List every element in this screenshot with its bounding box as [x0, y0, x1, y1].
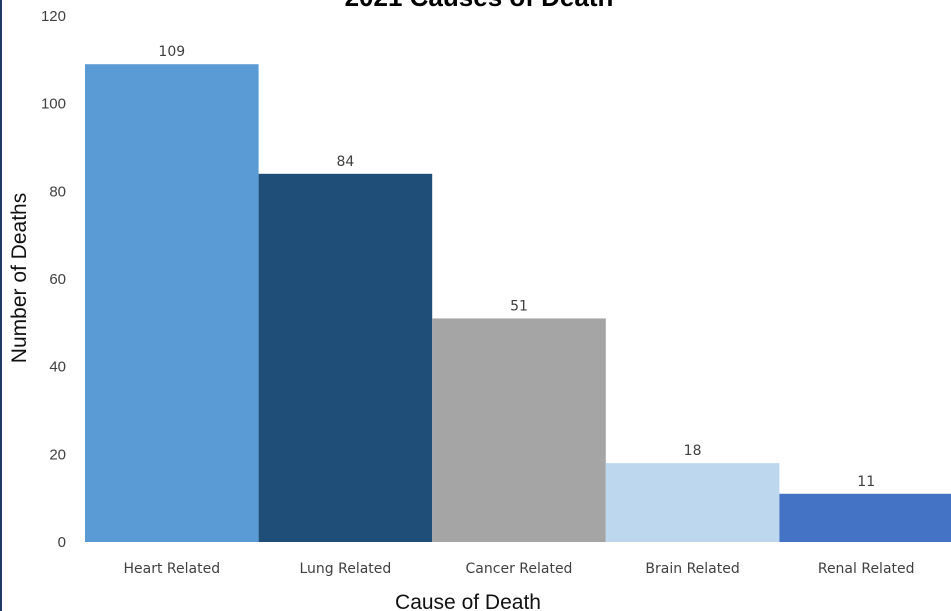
- bars: [85, 64, 951, 543]
- y-axis-title: Number of Deaths: [8, 193, 31, 363]
- x-tick-label: Renal Related: [818, 561, 915, 577]
- data-label: 18: [684, 443, 702, 459]
- y-tick-label: 40: [49, 359, 66, 376]
- y-tick-label: 100: [41, 96, 66, 113]
- bar: [432, 318, 606, 542]
- x-tick-label: Brain Related: [645, 561, 739, 577]
- chart-title: 2021 Causes of Death: [345, 0, 614, 12]
- x-tick-label: Heart Related: [124, 561, 221, 577]
- y-tick-label: 20: [49, 446, 66, 463]
- x-tick-label: Lung Related: [299, 561, 391, 577]
- data-label: 109: [158, 44, 185, 60]
- y-tick-label: 120: [41, 8, 66, 25]
- bar: [85, 64, 259, 542]
- y-tick-label: 80: [49, 183, 66, 200]
- y-tick-label: 0: [58, 534, 66, 551]
- data-label: 84: [336, 154, 354, 170]
- bar: [605, 463, 780, 542]
- x-axis-title: Cause of Death: [395, 591, 541, 611]
- y-axis-ticks: 0 20 40 60 80 100 120: [41, 8, 66, 551]
- bar: [779, 493, 951, 542]
- bar: [258, 173, 433, 543]
- x-axis-categories: Heart Related Lung Related Cancer Related B…: [124, 561, 915, 577]
- y-tick-label: 60: [49, 271, 66, 288]
- x-tick-label: Cancer Related: [466, 561, 573, 577]
- data-labels: 109 84 51 18 11: [158, 44, 875, 490]
- data-label: 11: [857, 474, 875, 490]
- data-label: 51: [510, 298, 528, 314]
